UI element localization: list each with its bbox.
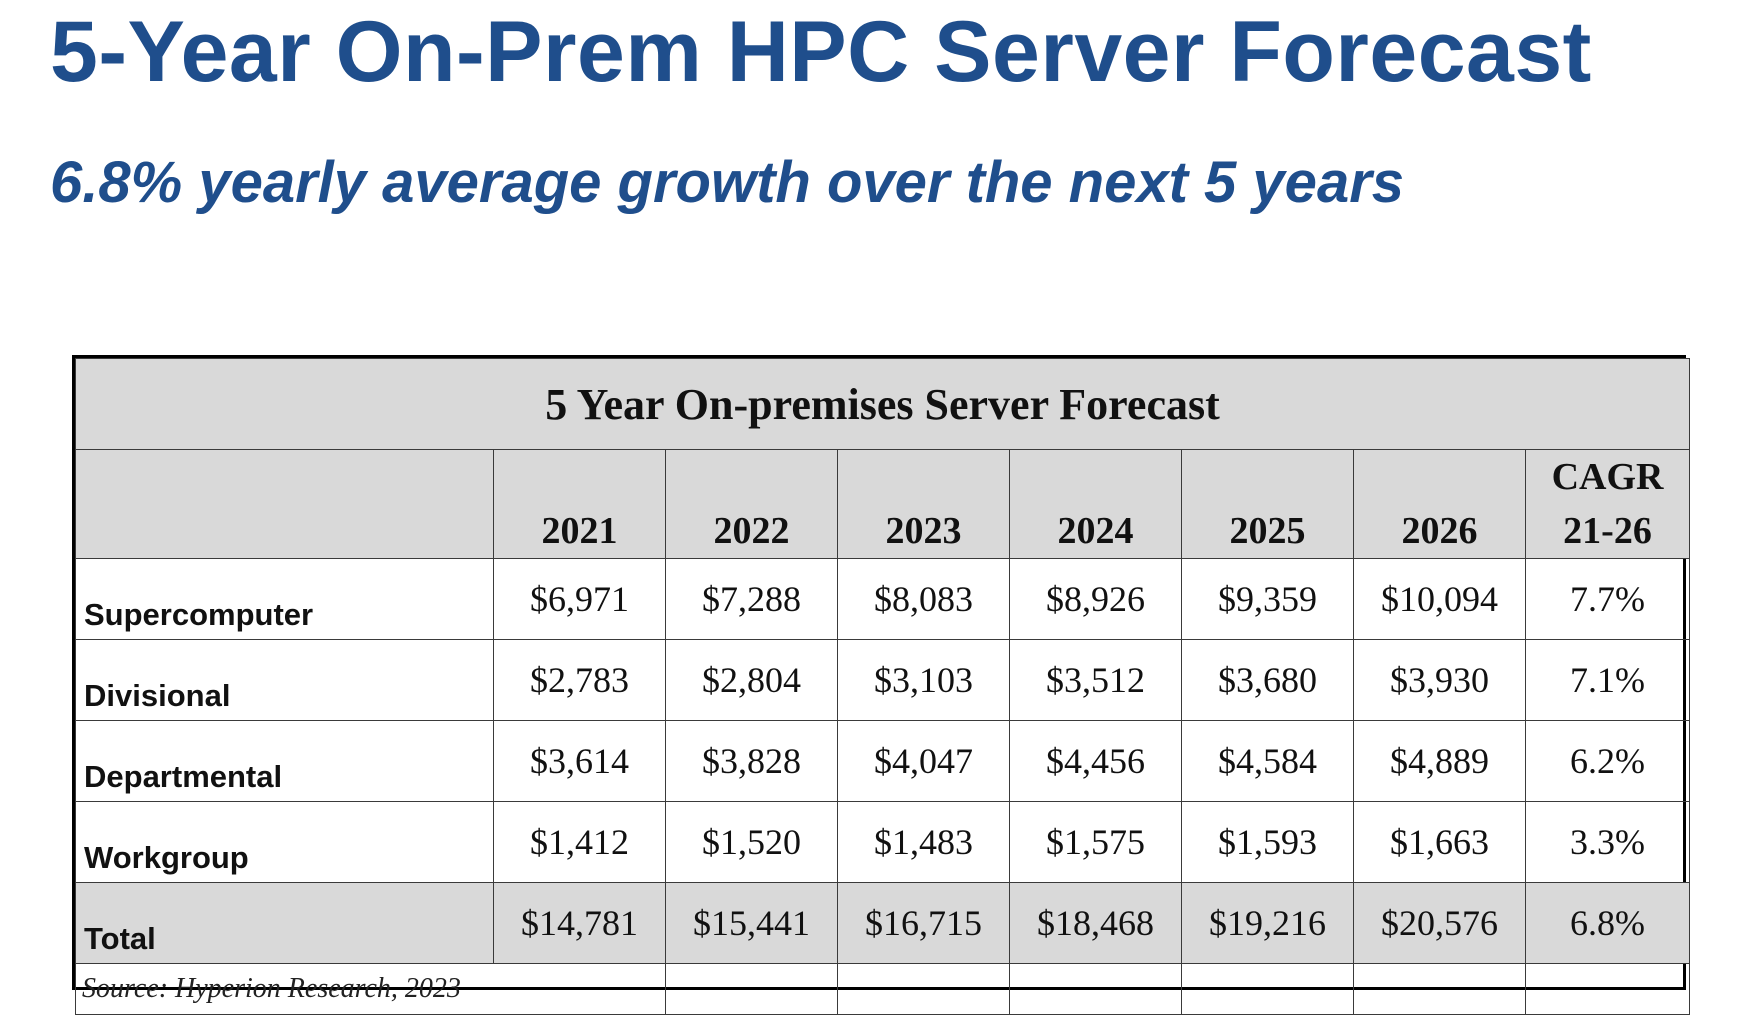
value-cell: $3,930	[1353, 639, 1526, 721]
total-cagr-cell: 6.8%	[1524, 882, 1691, 964]
table-caption-row: 5 Year On-premises Server Forecast	[74, 358, 1691, 450]
value-cell: $4,889	[1353, 720, 1526, 802]
table-row-divisional: Divisional $2,783 $2,804 $3,103 $3,512 $…	[75, 639, 1691, 721]
value-cell: $9,359	[1181, 558, 1354, 640]
header-year-2026: 2026	[1353, 449, 1526, 559]
value-cell: $3,614	[493, 720, 666, 802]
total-value-cell: $19,216	[1181, 882, 1354, 964]
cagr-cell: 7.7%	[1524, 558, 1691, 640]
table-row-supercomputer: Supercomputer $6,971 $7,288 $8,083 $8,92…	[75, 558, 1691, 640]
cagr-cell: 7.1%	[1524, 639, 1691, 721]
value-cell: $4,456	[1009, 720, 1182, 802]
value-cell: $8,083	[837, 558, 1010, 640]
value-cell: $8,926	[1009, 558, 1182, 640]
header-year-2021: 2021	[493, 449, 666, 559]
header-cagr: CAGR 21-26	[1524, 449, 1691, 559]
value-cell: $4,047	[837, 720, 1010, 802]
value-cell: $1,412	[493, 801, 666, 883]
value-cell: $6,971	[493, 558, 666, 640]
value-cell: $2,804	[665, 639, 838, 721]
value-cell: $1,483	[837, 801, 1010, 883]
table-row-total: Total $14,781 $15,441 $16,715 $18,468 $1…	[75, 882, 1691, 964]
value-cell: $1,593	[1181, 801, 1354, 883]
value-cell: $1,575	[1009, 801, 1182, 883]
table-source-row: Source: Hyperion Research, 2023	[75, 963, 1691, 1015]
forecast-table-frame: 5 Year On-premises Server Forecast 2021 …	[72, 355, 1691, 1015]
cagr-cell: 3.3%	[1524, 801, 1691, 883]
header-year-2024: 2024	[1009, 449, 1182, 559]
header-year-2025: 2025	[1181, 449, 1354, 559]
row-label: Divisional	[75, 639, 494, 721]
table-caption: 5 Year On-premises Server Forecast	[74, 358, 1691, 450]
header-year-2023: 2023	[837, 449, 1010, 559]
empty-cell	[1009, 963, 1182, 1015]
total-value-cell: $15,441	[665, 882, 838, 964]
value-cell: $10,094	[1353, 558, 1526, 640]
header-corner-cell	[75, 449, 494, 559]
value-cell: $1,663	[1353, 801, 1526, 883]
total-value-cell: $18,468	[1009, 882, 1182, 964]
slide-title: 5-Year On-Prem HPC Server Forecast	[50, 4, 1592, 100]
header-cagr-line1: CAGR	[1551, 456, 1664, 498]
value-cell: $3,512	[1009, 639, 1182, 721]
empty-cell	[665, 963, 838, 1015]
total-label: Total	[75, 882, 494, 964]
row-label: Supercomputer	[75, 558, 494, 640]
total-value-cell: $14,781	[493, 882, 666, 964]
source-note: Source: Hyperion Research, 2023	[75, 963, 666, 1015]
header-year-2022: 2022	[665, 449, 838, 559]
value-cell: $1,520	[665, 801, 838, 883]
cagr-cell: 6.2%	[1524, 720, 1691, 802]
value-cell: $2,783	[493, 639, 666, 721]
empty-cell	[837, 963, 1010, 1015]
forecast-table: 5 Year On-premises Server Forecast 2021 …	[74, 358, 1691, 1015]
total-value-cell: $20,576	[1353, 882, 1526, 964]
table-row-departmental: Departmental $3,614 $3,828 $4,047 $4,456…	[75, 720, 1691, 802]
table-header-row: 2021 2022 2023 2024 2025 2026 CAGR 21-26	[75, 449, 1691, 559]
table-row-workgroup: Workgroup $1,412 $1,520 $1,483 $1,575 $1…	[75, 801, 1691, 883]
row-label: Workgroup	[75, 801, 494, 883]
empty-cell	[1524, 963, 1691, 1015]
slide-subtitle: 6.8% yearly average growth over the next…	[50, 150, 1405, 215]
row-label: Departmental	[75, 720, 494, 802]
total-value-cell: $16,715	[837, 882, 1010, 964]
empty-cell	[1181, 963, 1354, 1015]
value-cell: $3,828	[665, 720, 838, 802]
value-cell: $7,288	[665, 558, 838, 640]
header-cagr-line2: 21-26	[1563, 510, 1652, 552]
value-cell: $3,680	[1181, 639, 1354, 721]
value-cell: $4,584	[1181, 720, 1354, 802]
empty-cell	[1353, 963, 1526, 1015]
value-cell: $3,103	[837, 639, 1010, 721]
